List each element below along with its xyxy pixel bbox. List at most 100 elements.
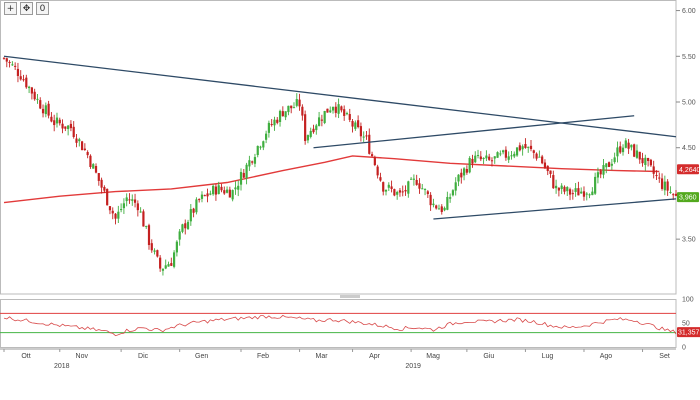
candle-body bbox=[669, 191, 672, 193]
candle-body bbox=[471, 158, 474, 164]
candle-body bbox=[301, 106, 304, 116]
candle-body bbox=[125, 197, 128, 202]
candlestick-series bbox=[2, 57, 678, 276]
candle-body bbox=[92, 164, 95, 169]
candle-body bbox=[225, 189, 229, 193]
candle-body bbox=[429, 194, 432, 206]
candle-body bbox=[142, 211, 145, 227]
candle-body bbox=[351, 121, 354, 127]
crosshair-button[interactable]: + bbox=[4, 2, 17, 15]
x-tick-label: Feb bbox=[257, 353, 269, 360]
candle-body bbox=[507, 156, 510, 160]
candle-body bbox=[223, 190, 226, 194]
candle-body bbox=[281, 111, 284, 117]
crosshair-icon: + bbox=[6, 4, 15, 14]
candle-body bbox=[198, 199, 201, 201]
candle-body bbox=[554, 185, 558, 189]
trendline[interactable] bbox=[3, 55, 677, 138]
candle-body bbox=[265, 133, 268, 140]
candle-body bbox=[529, 145, 533, 150]
price-tick-label: 3.50 bbox=[682, 237, 696, 244]
candle-body bbox=[379, 177, 382, 181]
candle-body bbox=[329, 110, 332, 113]
candle-body bbox=[270, 124, 273, 126]
price-tick-label: 5.50 bbox=[682, 54, 696, 61]
candle-body bbox=[100, 179, 103, 188]
candle-body bbox=[239, 172, 243, 185]
candle-body bbox=[599, 170, 602, 175]
candle-body bbox=[666, 181, 669, 191]
candle-body bbox=[253, 157, 257, 164]
candle-body bbox=[25, 77, 28, 88]
candle-body bbox=[234, 187, 237, 190]
candle-body bbox=[337, 104, 340, 114]
candle-body bbox=[295, 99, 298, 106]
candle-body bbox=[390, 186, 393, 189]
trendlines-layer[interactable] bbox=[3, 55, 677, 220]
candle-body bbox=[120, 209, 123, 211]
candle-body bbox=[359, 126, 363, 137]
candle-body bbox=[541, 156, 544, 164]
candle-body bbox=[33, 91, 36, 100]
candle-body bbox=[175, 241, 178, 253]
zoom-reset-button[interactable]: 0 bbox=[36, 2, 49, 15]
moving-average-layer bbox=[3, 155, 660, 204]
trendline[interactable] bbox=[433, 198, 677, 220]
candle-body bbox=[532, 150, 535, 153]
x-tick-label: Dic bbox=[138, 353, 149, 360]
candle-body bbox=[443, 207, 446, 211]
candle-body bbox=[306, 135, 310, 141]
candle-body bbox=[393, 189, 396, 196]
candle-body bbox=[496, 152, 499, 158]
candle-body bbox=[418, 183, 421, 189]
candle-body bbox=[488, 156, 491, 160]
candle-body bbox=[621, 147, 625, 153]
candle-body bbox=[186, 221, 190, 229]
candle-body bbox=[602, 165, 605, 175]
candle-body bbox=[605, 163, 608, 168]
candle-body bbox=[36, 98, 39, 100]
x-tick-label: Nov bbox=[76, 353, 89, 360]
candle-body bbox=[630, 144, 633, 148]
move-icon: ✥ bbox=[22, 4, 31, 14]
candle-body bbox=[580, 191, 583, 194]
candle-body bbox=[106, 188, 109, 206]
oscillator-tick-label: 0 bbox=[682, 345, 686, 352]
panel-splitter-handle bbox=[340, 295, 360, 298]
candle-body bbox=[44, 105, 47, 115]
candle-body bbox=[524, 144, 527, 148]
candle-body bbox=[237, 185, 240, 190]
candle-body bbox=[117, 211, 120, 219]
candle-body bbox=[557, 187, 560, 191]
candle-body bbox=[83, 148, 86, 150]
candle-body bbox=[607, 162, 611, 167]
candle-body bbox=[437, 208, 441, 210]
candle-body bbox=[312, 128, 315, 133]
candle-body bbox=[627, 142, 630, 149]
candle-body bbox=[164, 265, 167, 269]
trendline[interactable] bbox=[313, 115, 635, 149]
candle-body bbox=[195, 199, 198, 213]
candle-body bbox=[251, 161, 254, 163]
candle-body bbox=[610, 163, 613, 166]
candle-body bbox=[145, 225, 148, 227]
candle-body bbox=[357, 120, 360, 128]
candle-body bbox=[326, 108, 329, 113]
candle-body bbox=[672, 194, 675, 196]
candle-body bbox=[167, 264, 170, 267]
candle-body bbox=[64, 126, 67, 129]
candle-body bbox=[446, 196, 449, 210]
candle-body bbox=[412, 178, 415, 180]
candle-body bbox=[39, 100, 42, 109]
candle-body bbox=[178, 231, 181, 240]
candle-body bbox=[362, 136, 365, 138]
candle-body bbox=[423, 189, 427, 191]
candle-body bbox=[19, 76, 22, 80]
candle-body bbox=[440, 206, 443, 213]
candle-body bbox=[635, 150, 639, 158]
move-button[interactable]: ✥ bbox=[20, 2, 33, 15]
candle-body bbox=[206, 193, 209, 197]
candle-body bbox=[27, 86, 31, 89]
